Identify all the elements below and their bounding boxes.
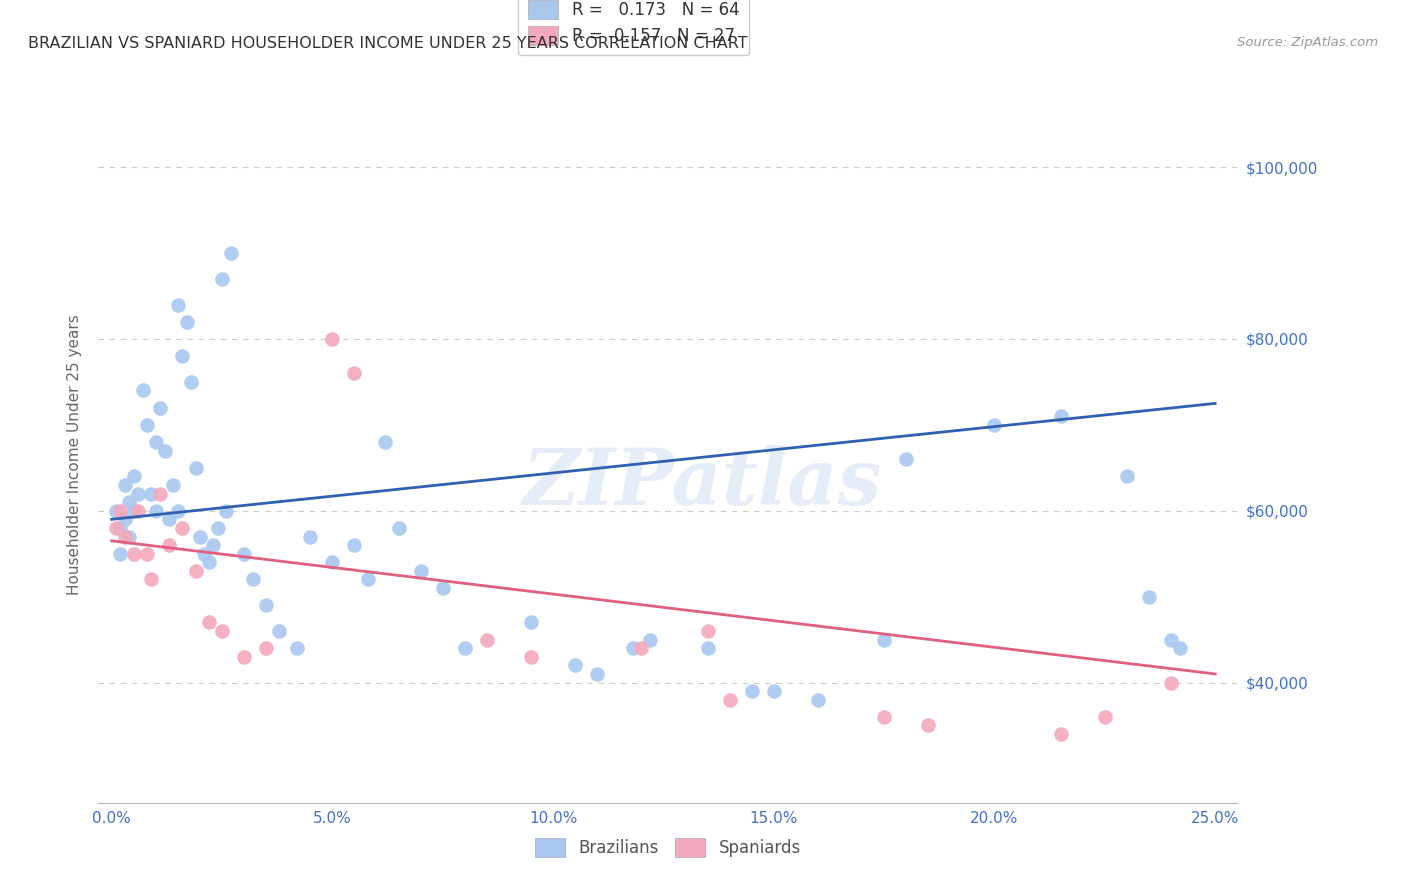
Point [215,504,238,518]
Point [136,417,159,432]
Point [167,504,190,518]
Point [207,521,229,535]
Point [118,495,141,509]
Point [162,478,184,492]
Point [105,521,128,535]
Point [211,624,233,638]
Point [254,641,277,656]
Point [285,641,308,656]
Point [454,641,477,656]
Point [520,615,543,630]
Point [197,615,219,630]
Point [374,435,396,450]
Point [145,504,167,518]
Point [131,384,153,398]
Point [233,649,256,664]
Point [1168,641,1191,656]
Point [343,367,366,381]
Point [211,272,233,286]
Y-axis label: Householder Income Under 25 years: Householder Income Under 25 years [67,315,83,595]
Point [242,573,264,587]
Point [254,599,277,613]
Point [564,658,586,673]
Point [180,375,202,389]
Point [184,564,207,578]
Point [202,538,225,552]
Point [122,547,145,561]
Point [141,573,163,587]
Point [176,315,198,329]
Point [520,649,543,664]
Point [387,521,409,535]
Point [1049,409,1071,424]
Point [122,469,145,483]
Text: ZIPatlas: ZIPatlas [522,444,882,521]
Point [110,521,132,535]
Text: BRAZILIAN VS SPANIARD HOUSEHOLDER INCOME UNDER 25 YEARS CORRELATION CHART: BRAZILIAN VS SPANIARD HOUSEHOLDER INCOME… [28,36,748,51]
Point [630,641,652,656]
Point [873,710,896,724]
Point [167,297,190,311]
Point [1049,727,1071,741]
Point [110,504,132,518]
Point [1137,590,1160,604]
Point [718,692,741,706]
Point [432,581,454,595]
Point [357,573,380,587]
Point [586,667,609,681]
Point [343,538,366,552]
Point [193,547,215,561]
Point [188,529,211,543]
Point [110,547,132,561]
Point [172,521,194,535]
Point [233,547,256,561]
Point [638,632,661,647]
Point [118,529,141,543]
Point [475,632,498,647]
Point [741,684,763,698]
Point [321,555,343,569]
Point [873,632,896,647]
Point [157,538,180,552]
Point [184,460,207,475]
Point [197,555,219,569]
Point [696,624,718,638]
Point [127,486,149,500]
Point [114,512,136,526]
Point [105,504,128,518]
Point [696,641,718,656]
Point [896,452,918,467]
Point [172,349,194,363]
Point [1094,710,1116,724]
Point [141,486,163,500]
Point [1160,632,1182,647]
Point [1116,469,1139,483]
Point [122,504,145,518]
Point [114,478,136,492]
Point [219,246,242,260]
Point [149,486,172,500]
Point [917,718,939,732]
Point [762,684,785,698]
Point [127,504,149,518]
Point [299,529,322,543]
Point [149,401,172,415]
Point [114,529,136,543]
Point [153,443,176,458]
Point [1160,675,1182,690]
Text: Source: ZipAtlas.com: Source: ZipAtlas.com [1237,36,1378,49]
Point [269,624,291,638]
Point [621,641,644,656]
Point [983,417,1005,432]
Point [409,564,432,578]
Point [136,547,159,561]
Point [321,332,343,346]
Point [807,692,830,706]
Point [145,435,167,450]
Point [157,512,180,526]
Legend: Brazilians, Spaniards: Brazilians, Spaniards [529,831,807,864]
